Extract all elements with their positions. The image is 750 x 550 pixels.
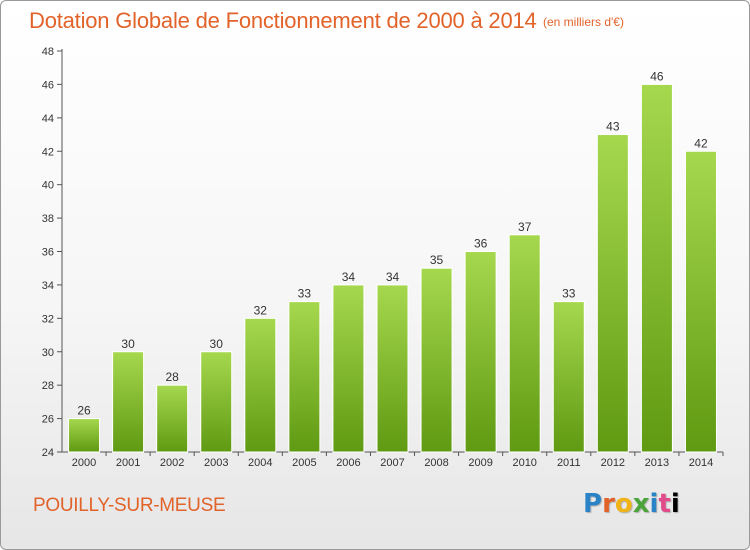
y-tick-label: 40 [42,180,54,192]
bar-2007 [376,284,409,453]
x-tick-label-2000: 2000 [72,457,96,469]
data-label-2002: 28 [165,370,179,384]
x-tick-label-2004: 2004 [248,457,272,469]
x-tick-label-2011: 2011 [557,457,581,469]
data-label-2000: 26 [77,404,91,418]
y-tick-label: 44 [42,113,54,125]
x-tick-label-2009: 2009 [468,457,492,469]
bar-2014 [684,150,717,453]
city-name: POUILLY-SUR-MEUSE [33,495,226,516]
y-tick-label: 38 [42,213,54,225]
bar-2012 [596,134,629,453]
y-tick-label: 26 [42,414,54,426]
data-label-2014: 42 [694,136,708,150]
x-tick-label-2001: 2001 [116,457,140,469]
data-label-2011: 33 [562,287,576,301]
data-label-2001: 30 [121,337,135,351]
x-tick-label-2013: 2013 [645,457,669,469]
data-label-2004: 32 [254,303,268,317]
bar-2013 [640,83,673,453]
bar-2004 [244,317,277,453]
y-tick-label: 24 [42,447,54,459]
x-tick-label-2012: 2012 [601,457,625,469]
data-label-2010: 37 [518,220,532,234]
data-label-2012: 43 [606,120,620,134]
y-tick-label: 34 [42,280,54,292]
x-tick-label-2014: 2014 [689,457,713,469]
x-tick-label-2007: 2007 [380,457,404,469]
x-tick-label-2002: 2002 [160,457,184,469]
x-tick-label-2003: 2003 [204,457,228,469]
bar-2010 [508,234,541,453]
x-tick-label-2008: 2008 [424,457,448,469]
bar-2009 [464,251,497,453]
y-tick-label: 30 [42,347,54,359]
x-tick-label-2006: 2006 [336,457,360,469]
chart-unit: (en milliers d'€) [543,15,624,29]
data-label-2009: 36 [474,237,488,251]
data-label-2006: 34 [342,270,356,284]
bar-2000 [68,418,101,453]
data-label-2007: 34 [386,270,400,284]
data-label-2003: 30 [210,337,224,351]
y-tick-label: 46 [42,79,54,91]
bar-2006 [332,284,365,453]
x-tick-label-2005: 2005 [292,457,316,469]
y-tick-label: 42 [42,146,54,158]
y-tick-label: 32 [42,313,54,325]
bar-2001 [112,351,145,453]
y-tick-label: 48 [42,46,54,58]
y-tick-label: 36 [42,247,54,259]
bar-2008 [420,267,453,453]
bar-2002 [156,384,189,453]
data-label-2005: 33 [298,287,312,301]
bar-2005 [288,301,321,453]
proxiti-logo: Proxiti [583,489,680,519]
chart-title: Dotation Globale de Fonctionnement de 20… [29,8,537,33]
data-label-2013: 46 [650,69,664,83]
bar-2011 [552,301,585,453]
y-tick-label: 28 [42,380,54,392]
data-label-2008: 35 [430,253,444,267]
bar-2003 [200,351,233,453]
x-tick-label-2010: 2010 [512,457,536,469]
